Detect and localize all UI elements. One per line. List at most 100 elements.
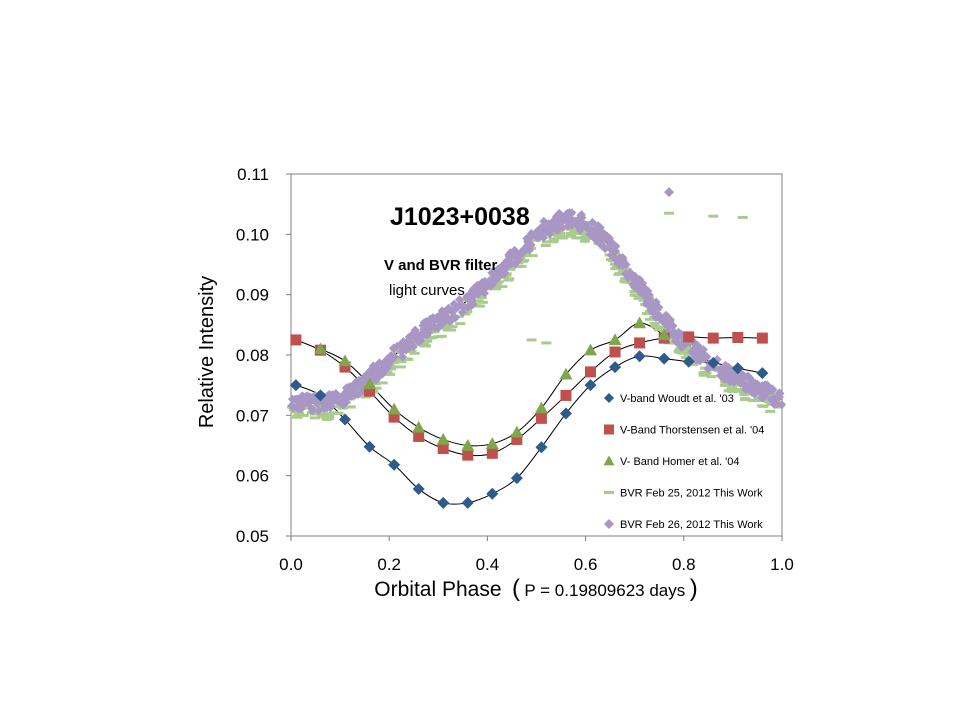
bvr-feb26-point (574, 222, 584, 232)
legend-label: V-Band Thorstensen et al. '04 (620, 425, 764, 437)
homer-point (436, 432, 450, 445)
thorstensen-point (707, 332, 719, 344)
y-axis-label: Relative Intensity (196, 276, 218, 428)
y-tick-label: 0.05 (236, 527, 269, 546)
bvr-feb26-point (374, 371, 384, 381)
woudt-point (584, 379, 597, 392)
y-tick-label: 0.08 (236, 346, 269, 365)
bvr-feb26-point (644, 294, 654, 304)
thorstensen-point (413, 430, 425, 442)
bvr-feb26-point (582, 223, 592, 233)
thorstensen-point (609, 346, 621, 358)
series-literature (289, 316, 769, 509)
bvr-feb26-point (702, 352, 712, 362)
bvr-feb26-point (729, 378, 739, 388)
bvr-feb26-point (569, 216, 579, 226)
bvr-feb26-point (506, 259, 516, 269)
bvr-feb26-point (465, 289, 475, 299)
bvr-feb26-point (520, 243, 530, 253)
thorstensen-point (756, 332, 768, 344)
bvr-feb26-point (415, 336, 425, 346)
series-bvr-feb26 (287, 187, 787, 416)
bvr-feb26-point (490, 275, 500, 285)
bvr-feb26-point (772, 399, 782, 409)
bvr-feb26-point (598, 229, 608, 239)
homer-point (338, 354, 352, 367)
bvr-feb26-point (625, 268, 635, 278)
y-tick-label: 0.11 (237, 165, 269, 184)
homer-point (461, 439, 475, 451)
bvr-feb26-point (532, 233, 542, 243)
annotation-line-2: light curves (389, 282, 465, 299)
homer-point (485, 437, 499, 449)
legend-label: BVR Feb 25, 2012 This Work (620, 488, 763, 500)
bvr-feb26-point (435, 310, 445, 320)
y-tick-label: 0.10 (236, 225, 269, 244)
bvr-feb26-point (635, 287, 645, 297)
homer-point (559, 367, 573, 380)
homer-point (363, 377, 377, 390)
woudt-point (559, 407, 572, 420)
bvr-feb26-point (424, 327, 434, 337)
bvr-feb26-point (587, 217, 597, 227)
woudt-point (314, 389, 327, 402)
bvr-feb26-point (312, 398, 322, 408)
bvr-feb26-point (774, 388, 784, 398)
bvr-feb26-point (561, 213, 571, 223)
homer-point (510, 425, 524, 438)
bvr-feb26-point (752, 383, 762, 393)
bvr-feb26-point (390, 352, 400, 362)
bvr-feb26-point (293, 394, 303, 404)
thorstensen-point (634, 337, 646, 349)
bvr-feb26-point (341, 387, 351, 397)
y-tick-label: 0.06 (236, 467, 269, 486)
homer-point (412, 420, 426, 433)
legend: V-band Woudt et al. '03 V-Band Thorstense… (603, 393, 764, 531)
bvr-feb26-point (399, 342, 409, 352)
bvr-feb26-point (392, 341, 402, 351)
thorstensen-point (462, 449, 474, 461)
y-tick-label: 0.09 (236, 286, 269, 305)
thorstensen-point (732, 332, 744, 344)
bvr-feb26-point (416, 330, 426, 340)
thorstensen-point (364, 385, 376, 397)
bvr-feb26-point (567, 208, 577, 218)
x-axis-ticks: 0.0 0.2 0.4 0.6 0.8 1.0 (279, 536, 794, 574)
legend-label: V- Band Homer et al. '04 (620, 456, 740, 468)
bvr-feb26-point (732, 371, 742, 381)
bvr-feb26-point (441, 311, 451, 321)
woudt-point (437, 496, 450, 509)
x-tick-label: 0.8 (672, 555, 696, 574)
bvr-feb26-point (433, 323, 443, 333)
bvr-feb26-point (490, 268, 500, 278)
y-axis-ticks: 0.05 0.06 0.07 0.08 0.09 0.10 0.11 (236, 165, 291, 546)
woudt-point (486, 487, 499, 500)
woudt-point (412, 482, 425, 495)
x-tick-label: 0.6 (574, 555, 598, 574)
x-axis-label-main: Orbital Phase (374, 578, 501, 601)
bvr-feb26-point (320, 398, 330, 408)
bvr-feb26-point (587, 229, 597, 239)
thorstensen-point (290, 334, 302, 346)
bvr-feb26-point (663, 322, 673, 332)
bvr-feb26-point (356, 382, 366, 392)
x-tick-label: 0.2 (377, 555, 401, 574)
woudt-point (682, 355, 695, 368)
y-tick-label: 0.07 (236, 406, 269, 425)
thorstensen-point (388, 411, 400, 423)
woudt-point (363, 440, 376, 453)
bvr-feb26-point (434, 316, 444, 326)
woudt-point (658, 352, 671, 365)
bvr-feb26-point (664, 187, 675, 198)
bvr-feb26-point (526, 228, 536, 238)
thorstensen-point (560, 389, 572, 401)
woudt-point (756, 367, 769, 380)
x-tick-label: 0.4 (476, 555, 500, 574)
bvr-feb26-point (765, 384, 775, 394)
bvr-feb26-point (593, 221, 603, 231)
bvr-feb26-point (501, 259, 511, 269)
bvr-feb26-point (459, 302, 469, 312)
x-tick-label: 0.0 (279, 555, 303, 574)
bvr-feb26-point (498, 268, 508, 278)
bvr-feb26-point (614, 258, 624, 268)
